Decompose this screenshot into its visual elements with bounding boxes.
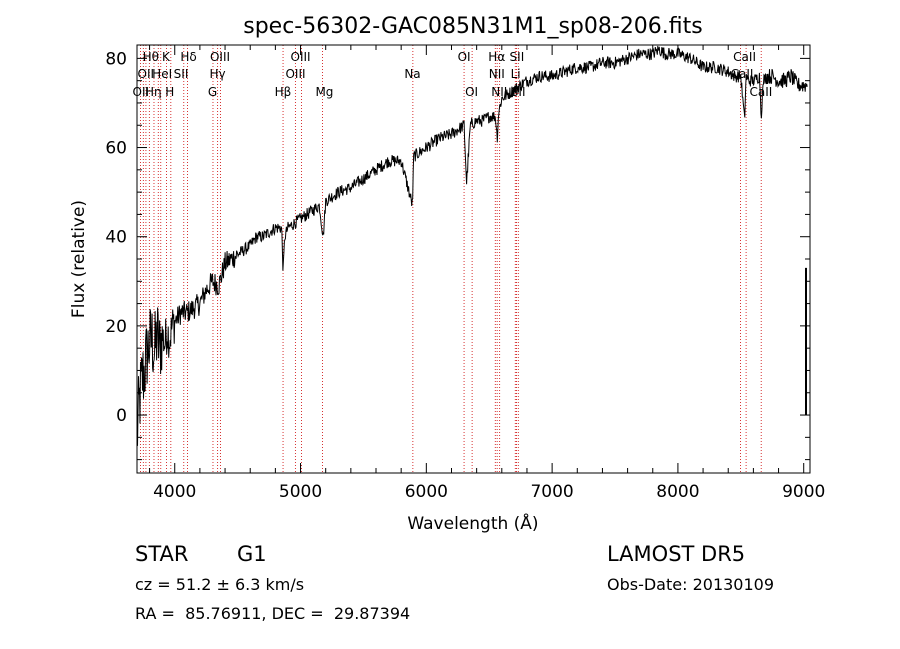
observation-date: Obs-Date: 20130109 (607, 575, 775, 594)
line-label-h: Hδ (180, 50, 196, 64)
chart-title: spec-56302-GAC085N31M1_sp08-206.fits (243, 14, 703, 39)
spectrum-layer (136, 45, 808, 446)
line-label-oiii: OIII (285, 67, 305, 81)
x-tick-label-6000: 6000 (405, 482, 448, 502)
line-label-h: Hη (145, 85, 162, 99)
plot-frame (136, 44, 811, 474)
y-tick-label-80: 80 (105, 49, 127, 69)
x-tick-label-4000: 4000 (153, 482, 196, 502)
line-label-sii: SII (510, 50, 525, 64)
line-label-nii: NII (491, 85, 507, 99)
object-class-label: STAR (135, 542, 189, 566)
line-label-hei: HeI (152, 67, 172, 81)
line-label-li: Li (511, 67, 521, 81)
line-label-oi: OI (458, 50, 471, 64)
y-axis: 0 20 40 60 80 (105, 49, 810, 461)
coordinates-readout: RA = 85.76911, DEC = 29.87394 (135, 604, 411, 623)
y-tick-label-0: 0 (116, 406, 127, 426)
line-label-mg: Mg (315, 85, 333, 99)
line-label-h: Hγ (209, 67, 225, 81)
survey-label: LAMOST DR5 (607, 542, 746, 566)
line-label-na: Na (404, 67, 420, 81)
line-label-nii: NII (489, 67, 505, 81)
line-label-h: Hθ (143, 50, 159, 64)
y-tick-label-40: 40 (105, 228, 127, 248)
line-label-caii: CaII (733, 50, 756, 64)
x-tick-label-7000: 7000 (530, 482, 573, 502)
spectrum-line (136, 45, 808, 446)
object-subclass-label: G1 (237, 542, 267, 566)
line-label-oii: OII (138, 67, 155, 81)
line-label-oi: OI (465, 85, 478, 99)
line-label-caii: CaII (750, 85, 773, 99)
y-tick-label-60: 60 (105, 139, 127, 159)
x-axis-label: Wavelength (Å) (407, 512, 538, 534)
line-label-k: K (162, 50, 171, 64)
line-label-sii: SII (174, 67, 189, 81)
reference-lines-layer (139, 45, 762, 473)
x-tick-label-5000: 5000 (279, 482, 322, 502)
line-label-g: G (208, 85, 217, 99)
line-label-h: Hβ (275, 85, 292, 99)
line-label-h: Hα (488, 50, 505, 64)
y-tick-label-20: 20 (105, 317, 127, 337)
line-label-h: H (165, 85, 174, 99)
y-axis-label: Flux (relative) (69, 200, 89, 318)
line-label-oiii: OIII (291, 50, 311, 64)
redshift-readout: cz = 51.2 ± 6.3 km/s (135, 575, 305, 594)
x-tick-label-9000: 9000 (782, 482, 825, 502)
line-label-oiii: OIII (210, 50, 230, 64)
x-axis: 4000 5000 6000 7000 8000 9000 (149, 45, 825, 502)
x-tick-label-8000: 8000 (656, 482, 699, 502)
